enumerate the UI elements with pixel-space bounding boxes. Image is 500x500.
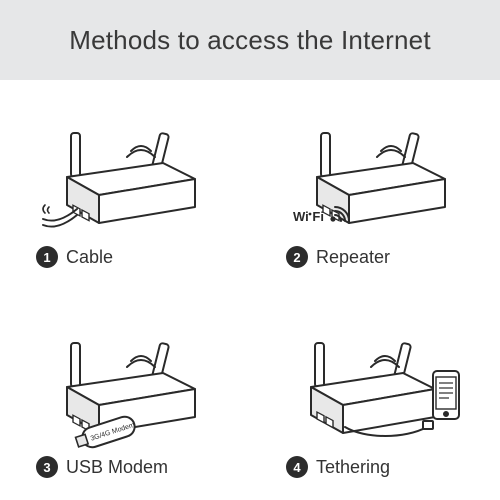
method-tethering: 4 Tethering bbox=[250, 290, 500, 500]
method-repeater: Wi Fi 2 Repeater bbox=[250, 80, 500, 290]
badge-3: 3 bbox=[36, 456, 58, 478]
label-usbmodem: USB Modem bbox=[66, 457, 168, 478]
header: Methods to access the Internet bbox=[0, 0, 500, 80]
page-title: Methods to access the Internet bbox=[69, 25, 431, 56]
label-tethering: Tethering bbox=[316, 457, 390, 478]
methods-grid: 1 Cable bbox=[0, 80, 500, 500]
router-tethering-illustration bbox=[285, 335, 465, 455]
router-usbmodem-illustration: 3G/4G Modem bbox=[35, 335, 215, 455]
badge-1: 1 bbox=[36, 246, 58, 268]
badge-4: 4 bbox=[286, 456, 308, 478]
caption-cable: 1 Cable bbox=[36, 246, 113, 268]
router-repeater-illustration: Wi Fi bbox=[285, 125, 465, 245]
label-repeater: Repeater bbox=[316, 247, 390, 268]
caption-tethering: 4 Tethering bbox=[286, 456, 390, 478]
method-usbmodem: 3G/4G Modem 3 USB Modem bbox=[0, 290, 250, 500]
badge-2: 2 bbox=[286, 246, 308, 268]
caption-usbmodem: 3 USB Modem bbox=[36, 456, 168, 478]
label-cable: Cable bbox=[66, 247, 113, 268]
method-cable: 1 Cable bbox=[0, 80, 250, 290]
caption-repeater: 2 Repeater bbox=[286, 246, 390, 268]
router-cable-illustration bbox=[35, 125, 215, 245]
wifi-text: Wi Fi bbox=[293, 209, 324, 224]
